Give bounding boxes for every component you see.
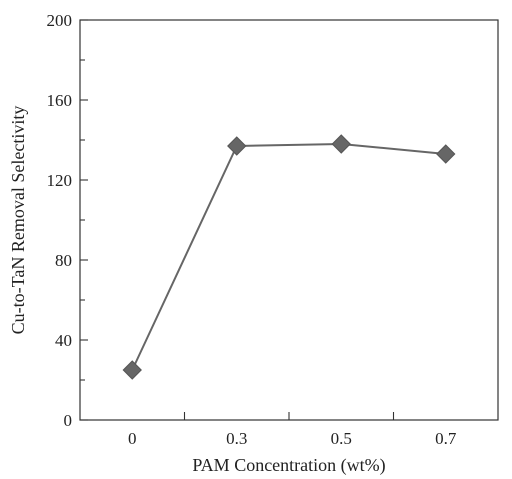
x-tick-label: 0.7	[435, 429, 457, 448]
series-line	[131, 142, 446, 371]
plot-area-frame	[79, 19, 499, 421]
y-tick-label: 120	[47, 171, 73, 190]
data-point-marker	[331, 134, 351, 154]
x-tick-label: 0.5	[331, 429, 352, 448]
data-point-marker	[122, 360, 142, 380]
x-axis: 0 0.3 0.5 0.7	[128, 412, 457, 448]
x-tick-label: 0	[128, 429, 137, 448]
y-tick-label: 80	[55, 251, 72, 270]
y-tick-label: 0	[64, 411, 73, 430]
y-tick-label: 40	[55, 331, 72, 350]
y-axis: 0 40 80 120 160 200	[47, 11, 88, 430]
data-point-marker	[227, 136, 247, 156]
x-tick-label: 0.3	[226, 429, 247, 448]
data-point-marker	[436, 144, 456, 164]
y-axis-label: Cu-to-TaN Removal Selectivity	[8, 106, 28, 335]
y-tick-label: 160	[47, 91, 73, 110]
x-axis-label: PAM Concentration (wt%)	[192, 455, 385, 476]
series-layer	[122, 134, 456, 380]
y-tick-label: 200	[47, 11, 73, 30]
